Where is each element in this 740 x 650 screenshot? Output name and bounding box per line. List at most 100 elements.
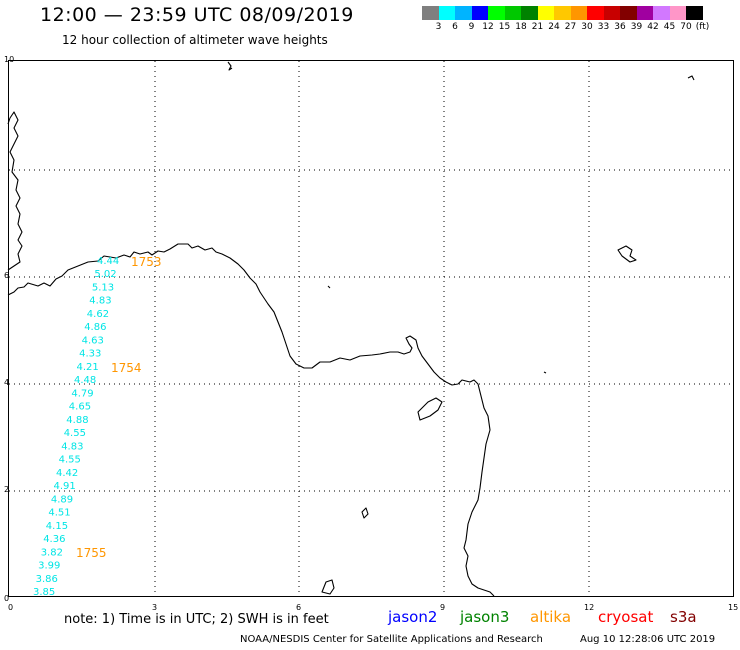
island-south — [321, 579, 335, 595]
time-label: 1755 — [76, 546, 107, 560]
time-label: 1754 — [111, 361, 142, 375]
legend-swatch — [422, 6, 439, 20]
legend-label: 39 — [630, 22, 643, 32]
wave-height-label: 4.21 — [77, 362, 99, 373]
legend-swatch — [438, 6, 455, 20]
wave-height-label: 4.55 — [64, 428, 86, 439]
x-tick-label: 0 — [8, 603, 13, 612]
legend-label: 12 — [482, 22, 494, 32]
wave-height-label: 3.85 — [33, 587, 55, 598]
legend-label: 27 — [564, 22, 577, 32]
legend-swatch — [488, 6, 505, 20]
legend-swatch — [620, 6, 637, 20]
satellite-label-altika: altika — [530, 608, 572, 626]
legend-swatch — [455, 6, 472, 20]
legend-swatch — [537, 6, 554, 20]
coastline — [7, 61, 695, 597]
y-tick-label: 4 — [4, 378, 9, 387]
x-tick-label: 12 — [584, 603, 594, 612]
wave-height-label: 4.83 — [89, 296, 111, 307]
legend-label: 15 — [498, 22, 511, 32]
axis-tick-labels: 0 3 6 9 12 15 10 6 4 2 0 — [4, 55, 738, 612]
credit-text: NOAA/NESDIS Center for Satellite Applica… — [240, 634, 543, 645]
island-small-2 — [327, 285, 331, 289]
footer-note: note: 1) Time is in UTC; 2) SWH is in fe… — [64, 612, 329, 627]
color-legend-labels: 3 6 9 12 15 18 21 24 27 30 33 36 39 42 45 70 (ft) — [422, 22, 740, 34]
wave-height-label: 4.86 — [84, 322, 106, 333]
satellite-label-jason3: jason3 — [460, 608, 510, 626]
wave-height-label: 4.51 — [48, 508, 70, 519]
wave-height-label: 4.91 — [54, 481, 76, 492]
legend-swatch — [587, 6, 604, 20]
wave-height-label: 4.15 — [46, 521, 68, 532]
satellite-label-s3a: s3a — [670, 608, 697, 626]
legend-label: 21 — [531, 22, 544, 32]
legend-label: 30 — [581, 22, 593, 32]
y-tick-label: 6 — [4, 271, 9, 280]
west-coastline — [7, 111, 23, 271]
legend-label: 6 — [452, 22, 458, 32]
legend-swatch — [521, 6, 538, 20]
wave-height-label: 4.65 — [69, 402, 91, 413]
time-labels: 1753 1754 1755 — [76, 255, 162, 560]
legend-label: 18 — [515, 22, 527, 32]
wave-height-label: 5.02 — [94, 269, 116, 280]
legend-label: 3 — [435, 22, 442, 32]
page-subtitle: 12 hour collection of altimeter wave hei… — [62, 33, 328, 47]
island-small-1 — [361, 507, 369, 519]
page-title: 12:00 — 23:59 UTC 08/09/2019 — [40, 4, 354, 26]
legend-swatch — [686, 6, 703, 20]
x-tick-label: 9 — [440, 603, 445, 612]
wave-height-label: 3.99 — [38, 561, 60, 572]
y-tick-label: 10 — [4, 55, 14, 64]
island-gulf — [417, 397, 443, 421]
wave-height-label: 4.79 — [71, 388, 93, 399]
island-east — [617, 245, 637, 263]
time-label: 1753 — [131, 255, 162, 269]
y-tick-label: 0 — [4, 594, 9, 603]
legend-label: 24 — [548, 22, 560, 32]
wave-height-label: 4.44 — [97, 256, 119, 267]
wave-height-label: 4.33 — [79, 349, 101, 360]
legend-label: 45 — [663, 22, 676, 32]
wave-height-label: 4.48 — [74, 375, 96, 386]
x-tick-label: 6 — [296, 603, 301, 612]
north-coastline — [7, 243, 495, 597]
map-grid — [9, 61, 733, 596]
color-legend — [422, 6, 703, 20]
x-tick-label: 3 — [152, 603, 157, 612]
legend-swatch — [669, 6, 686, 20]
legend-label: 42 — [647, 22, 659, 32]
legend-swatch — [471, 6, 488, 20]
wave-height-label: 4.88 — [66, 415, 88, 426]
legend-swatch — [653, 6, 670, 20]
legend-swatch — [554, 6, 571, 20]
island-small-3 — [543, 371, 547, 374]
wave-height-labels: 4.44 5.02 5.13 4.83 4.62 4.86 4.63 4.33 4.21 4.48… — [33, 256, 119, 598]
wave-height-label: 3.82 — [41, 547, 63, 558]
generated-time: Aug 10 12:28:06 UTC 2019 — [580, 634, 716, 645]
wave-height-label: 4.83 — [61, 441, 83, 452]
wave-height-label: 4.63 — [82, 335, 104, 346]
map-frame — [8, 60, 734, 597]
wave-height-label: 4.62 — [87, 309, 109, 320]
island-north — [227, 61, 233, 71]
x-tick-label: 15 — [728, 603, 738, 612]
legend-label: 9 — [468, 22, 475, 32]
satellite-label-cryosat: cryosat — [598, 608, 654, 626]
legend-label: (ft) — [695, 22, 710, 32]
legend-label: 36 — [614, 22, 626, 32]
legend-swatch — [636, 6, 653, 20]
wave-height-label: 3.86 — [36, 574, 58, 585]
island-northeast — [687, 75, 695, 81]
wave-height-label: 4.55 — [59, 455, 81, 466]
legend-swatch — [570, 6, 587, 20]
wave-height-label: 4.89 — [51, 494, 73, 505]
legend-label: 70 — [680, 22, 692, 32]
wave-height-label: 4.42 — [56, 468, 78, 479]
legend-swatch — [603, 6, 620, 20]
satellite-label-jason2: jason2 — [388, 608, 438, 626]
legend-swatch — [504, 6, 521, 20]
wave-height-label: 5.13 — [92, 283, 114, 294]
